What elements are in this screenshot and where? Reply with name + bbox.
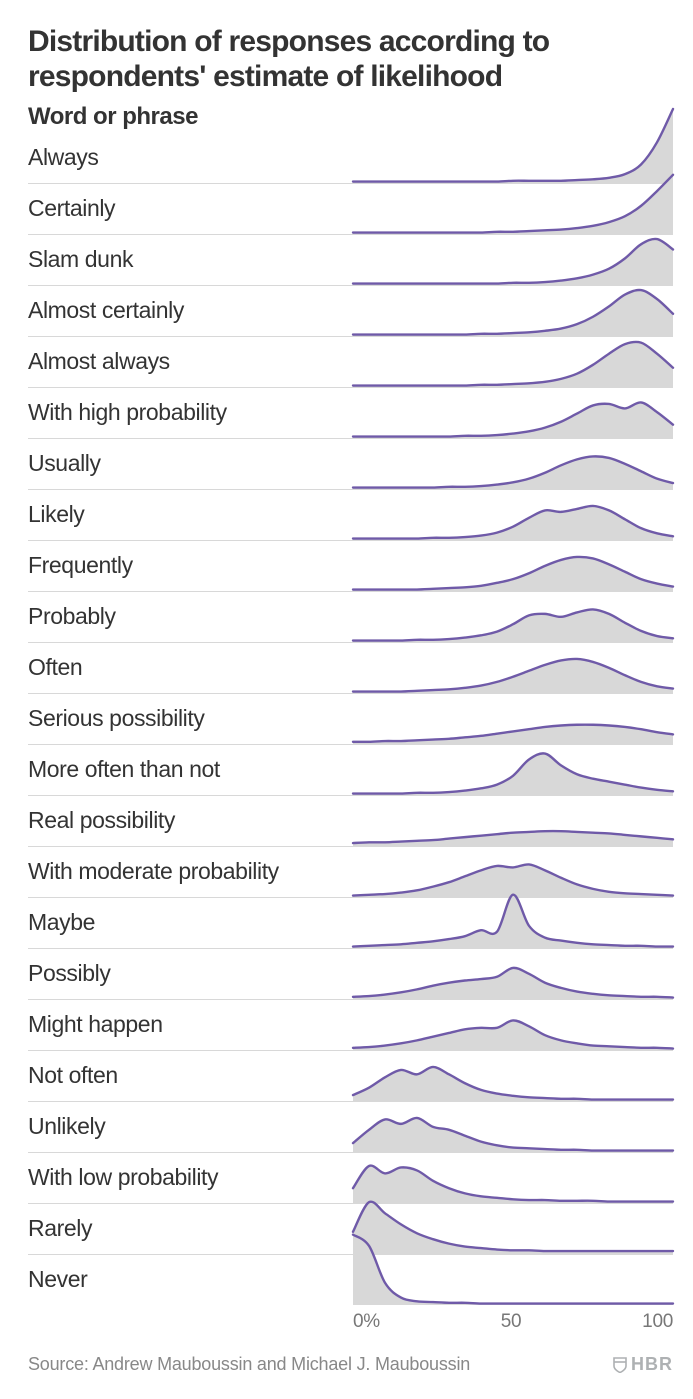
row-label: Unlikely (28, 1113, 353, 1140)
row-label: Real possibility (28, 807, 353, 834)
row-label: Almost always (28, 348, 353, 375)
ridge-row: With low probability (28, 1152, 673, 1203)
ridge-row: With moderate probability (28, 846, 673, 897)
x-tick: 50 (501, 1311, 522, 1333)
row-label: Probably (28, 603, 353, 630)
source-text: Source: Andrew Mauboussin and Michael J.… (28, 1354, 470, 1375)
ridgeline-rows: Always Certainly Slam dunk Almost certainly… (28, 133, 673, 1305)
row-label: Maybe (28, 909, 353, 936)
row-label: Serious possibility (28, 705, 353, 732)
ridge-row: Almost always (28, 336, 673, 387)
ridge-row: Often (28, 642, 673, 693)
ridge-row: Certainly (28, 183, 673, 234)
row-label: Certainly (28, 195, 353, 222)
row-label: More often than not (28, 756, 353, 783)
row-label: Slam dunk (28, 246, 353, 273)
ridge-row: Unlikely (28, 1101, 673, 1152)
row-label: With high probability (28, 399, 353, 426)
x-axis: 0% 50 100 (353, 1305, 673, 1333)
ridge-row: Rarely (28, 1203, 673, 1254)
row-label: Almost certainly (28, 297, 353, 324)
x-tick: 100 (642, 1311, 673, 1333)
row-label: Usually (28, 450, 353, 477)
ridge-row: Slam dunk (28, 234, 673, 285)
row-label: Likely (28, 501, 353, 528)
ridge-row: Might happen (28, 999, 673, 1050)
ridge-row: Always (28, 133, 673, 183)
ridge-row: Possibly (28, 948, 673, 999)
ridge-row: Serious possibility (28, 693, 673, 744)
row-label: Frequently (28, 552, 353, 579)
row-label: With low probability (28, 1164, 353, 1191)
row-label: Not often (28, 1062, 353, 1089)
chart-subhead: Word or phrase (28, 103, 673, 131)
ridge-row: Almost certainly (28, 285, 673, 336)
x-tick: 0% (353, 1311, 380, 1333)
chart-page: Distribution of responses according to r… (0, 0, 693, 1399)
row-label: Often (28, 654, 353, 681)
logo-text: HBR (631, 1354, 673, 1375)
hbr-logo: HBR (613, 1354, 673, 1375)
row-label: Always (28, 144, 353, 171)
ridge-row: Frequently (28, 540, 673, 591)
ridge-row: With high probability (28, 387, 673, 438)
ridge-row: Likely (28, 489, 673, 540)
ridge-row: Never (28, 1254, 673, 1305)
chart-title: Distribution of responses according to r… (28, 24, 673, 95)
chart-footer: Source: Andrew Mauboussin and Michael J.… (28, 1354, 673, 1375)
ridge-row: More often than not (28, 744, 673, 795)
row-label: With moderate probability (28, 858, 353, 885)
row-label: Never (28, 1266, 353, 1293)
row-label: Rarely (28, 1215, 353, 1242)
ridge-row: Real possibility (28, 795, 673, 846)
ridge-row: Usually (28, 438, 673, 489)
row-label: Possibly (28, 960, 353, 987)
ridge-row: Maybe (28, 897, 673, 948)
ridge-row: Not often (28, 1050, 673, 1101)
ridge-row: Probably (28, 591, 673, 642)
shield-icon (613, 1357, 627, 1373)
row-label: Might happen (28, 1011, 353, 1038)
